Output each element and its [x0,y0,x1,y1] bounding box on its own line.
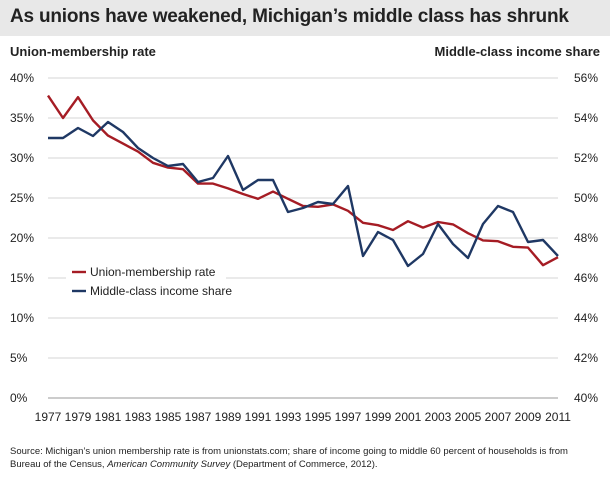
y-left-tick-label: 0% [10,391,28,405]
chart-title: As unions have weakened, Michigan’s midd… [10,6,569,27]
y-left-tick-label: 35% [10,111,34,125]
y-right-tick-label: 54% [574,111,598,125]
y-right-tick-label: 48% [574,231,598,245]
x-tick-label: 2011 [545,410,571,424]
series-line-income-share [48,120,559,268]
y-right-tick-label: 44% [574,311,598,325]
x-tick-label: 1999 [365,410,392,424]
source-suffix: (Department of Commerce, 2012). [232,459,378,470]
legend-label-union-rate: Union-membership rate [90,265,216,279]
y-left-tick-label: 5% [10,351,28,365]
x-tick-label: 1985 [155,410,182,424]
chart-plot: 0% 40% 5% 42% 10% 44% 15% 46% 20% 48% 25% 50% 30% 52%… [10,71,598,424]
x-tick-label: 2007 [485,410,512,424]
y-left-tick-label: 15% [10,271,34,285]
y-axis-right-label: Middle-class income share [434,44,600,59]
y-right-tick-label: 46% [574,271,598,285]
x-tick-label: 1987 [185,410,212,424]
x-tick-label: 1993 [275,410,302,424]
x-tick-label: 1977 [35,410,62,424]
source-italic: American Community Survey [107,459,231,470]
y-right-tick-label: 56% [574,71,598,85]
x-tick-label: 2005 [455,410,482,424]
x-tick-label: 1997 [335,410,362,424]
x-tick-label: 1981 [95,410,122,424]
y-left-tick-label: 40% [10,71,34,85]
x-tick-label: 1991 [245,410,272,424]
y-right-tick-label: 50% [574,191,598,205]
x-tick-label: 1995 [305,410,332,424]
y-left-tick-label: 10% [10,311,34,325]
x-tick-label: 2009 [515,410,542,424]
x-tick-label: 2001 [395,410,422,424]
x-tick-label: 2003 [425,410,452,424]
y-axis-left-label: Union-membership rate [10,44,156,59]
y-left-tick-label: 25% [10,191,34,205]
legend-box [66,262,226,302]
x-tick-label: 1979 [65,410,92,424]
y-right-tick-label: 52% [574,151,598,165]
x-tick-label: 1989 [215,410,242,424]
source-note: Source: Michigan’s union membership rate… [10,445,600,471]
source-prefix: Source: Michigan’s union membership rate… [10,446,568,470]
series-line-union-rate [47,94,559,267]
x-tick-label: 1983 [125,410,152,424]
y-right-tick-label: 40% [574,391,598,405]
y-left-tick-label: 20% [10,231,34,245]
y-right-tick-label: 42% [574,351,598,365]
legend-label-income-share: Middle-class income share [90,284,232,298]
y-left-tick-label: 30% [10,151,34,165]
title-bar [0,0,610,36]
